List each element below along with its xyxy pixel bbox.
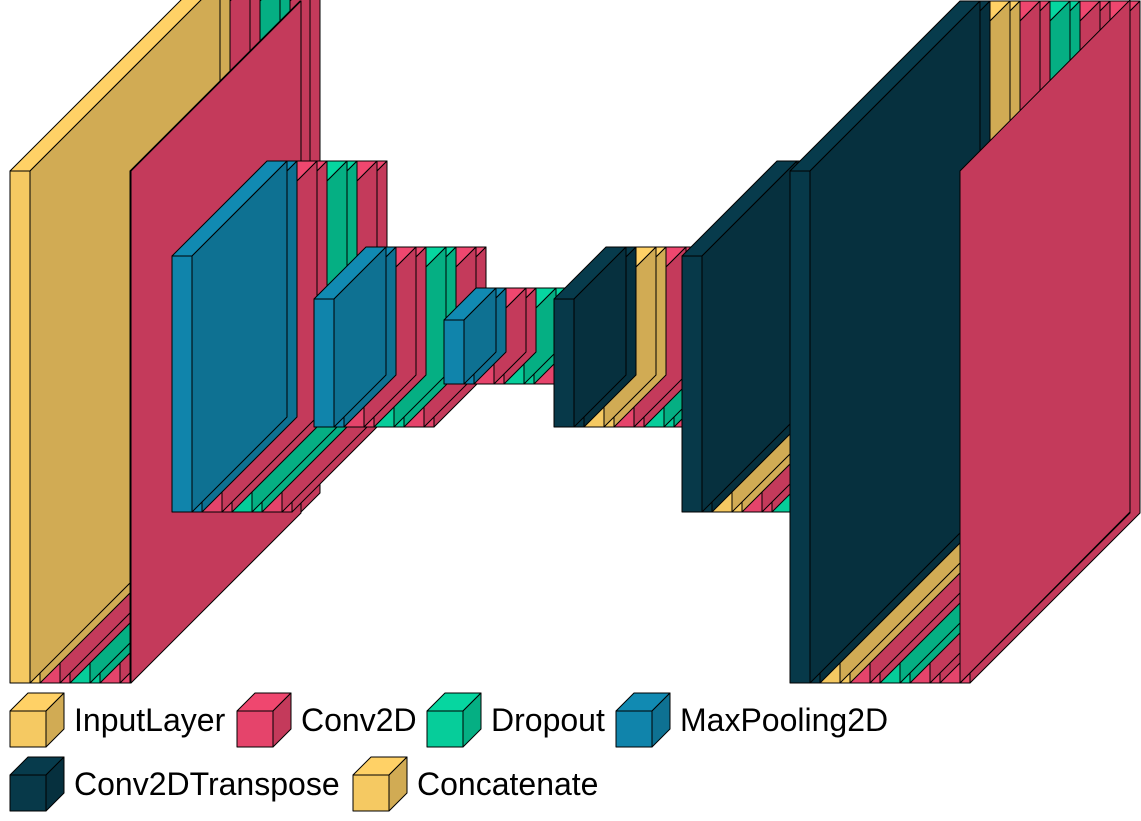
box-front-face bbox=[171, 255, 193, 513]
layer-maxpooling2d bbox=[171, 160, 288, 513]
legend-label: Conv2DTranspose bbox=[74, 766, 340, 802]
network-layers bbox=[9, 0, 1141, 684]
box-front-face bbox=[9, 170, 31, 684]
cube-icon bbox=[9, 692, 65, 748]
legend-label: MaxPooling2D bbox=[680, 702, 888, 738]
legend-item-concatenate: Concatenate bbox=[352, 756, 598, 812]
cube-front bbox=[236, 710, 274, 748]
layer-maxpooling2d bbox=[443, 287, 497, 385]
legend-item-conv2d: Conv2D bbox=[236, 692, 417, 748]
legend-item-dropout: Dropout bbox=[426, 692, 605, 748]
box-front-face bbox=[681, 255, 703, 513]
legend-item-maxpooling2d: MaxPooling2D bbox=[615, 692, 888, 748]
cube-icon bbox=[236, 692, 292, 748]
cube-front bbox=[9, 710, 47, 748]
cube-icon bbox=[615, 692, 671, 748]
layer-conv2dtranspose bbox=[681, 160, 798, 513]
layer-conv2dtranspose bbox=[553, 246, 627, 428]
layer-conv2dtranspose bbox=[789, 0, 981, 684]
cube-icon bbox=[9, 756, 65, 812]
legend-label: Concatenate bbox=[417, 766, 598, 802]
layer-maxpooling2d bbox=[313, 246, 387, 428]
legend-label: InputLayer bbox=[74, 702, 226, 738]
cube-icon bbox=[426, 692, 482, 748]
cube-front bbox=[9, 774, 47, 812]
box-front-face bbox=[553, 298, 575, 428]
cube-front bbox=[615, 710, 653, 748]
legend-label: Dropout bbox=[491, 702, 605, 738]
box-front-face bbox=[789, 170, 811, 684]
box-side-face bbox=[959, 0, 1131, 684]
cube-front bbox=[426, 710, 464, 748]
box-front-face bbox=[443, 319, 465, 385]
box-front-face bbox=[313, 298, 335, 428]
legend-item-conv2dtranspose: Conv2DTranspose bbox=[9, 756, 340, 812]
final-conv2d-volume bbox=[959, 0, 1131, 684]
cube-icon bbox=[352, 756, 408, 812]
stage-2 bbox=[313, 246, 487, 428]
box-front-face bbox=[129, 170, 132, 684]
legend: InputLayer Conv2D Dropout MaxPooling2D C… bbox=[9, 692, 888, 812]
cube-front bbox=[352, 774, 390, 812]
legend-label: Conv2D bbox=[301, 702, 417, 738]
legend-item-inputlayer: InputLayer bbox=[9, 692, 226, 748]
